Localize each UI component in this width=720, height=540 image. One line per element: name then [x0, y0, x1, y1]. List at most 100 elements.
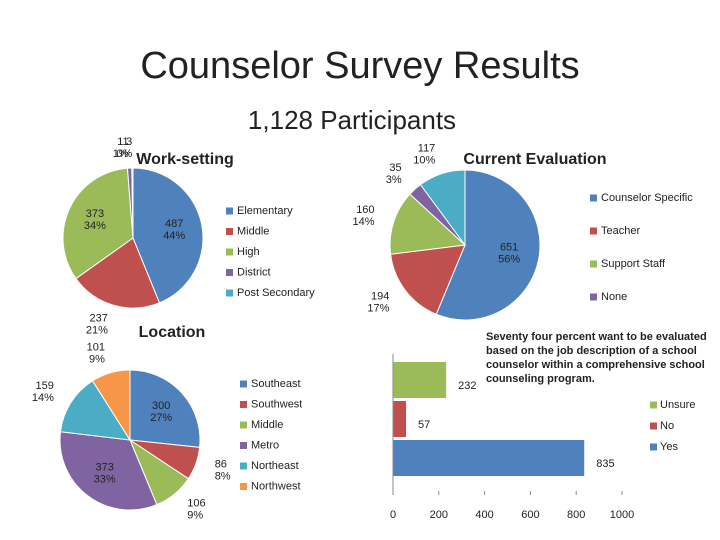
data-label: 232 — [458, 380, 476, 392]
legend-label: Unsure — [660, 399, 695, 411]
data-label-percent: 0% — [116, 148, 132, 160]
legend-label: Post Secondary — [237, 287, 315, 299]
legend-swatch — [650, 443, 657, 451]
data-label: 117 — [418, 143, 436, 155]
legend-swatch — [590, 260, 597, 268]
legend-swatch — [590, 194, 597, 202]
data-label-percent: 1% — [113, 148, 129, 160]
legend-swatch — [240, 462, 247, 470]
pie-slice — [59, 431, 158, 511]
x-tick-label: 1000 — [610, 509, 634, 521]
legend-swatch — [650, 401, 657, 409]
legend-swatch — [650, 422, 657, 430]
legend-swatch — [240, 380, 247, 388]
data-label-percent: 9% — [89, 353, 105, 365]
annotation: Seventy four percent want to be evaluate… — [486, 331, 707, 385]
data-label: 835 — [596, 458, 614, 470]
legend-label: Yes — [660, 441, 678, 453]
legend-label: No — [660, 420, 674, 432]
legend-swatch — [590, 227, 597, 235]
data-label-percent: 14% — [353, 216, 375, 228]
legend-swatch — [226, 269, 233, 276]
pie-slice — [389, 193, 467, 255]
legend-label: Teacher — [601, 225, 640, 237]
data-label-percent: 3% — [386, 174, 402, 186]
chart-title: Current Evaluation — [463, 151, 606, 168]
pie-slice — [132, 167, 204, 304]
pie-slice — [59, 380, 131, 441]
legend-swatch — [226, 248, 233, 256]
data-label-percent: 21% — [86, 324, 108, 336]
legend-swatch — [240, 401, 247, 408]
data-label-percent: 17% — [367, 302, 389, 314]
pie-slice — [390, 244, 466, 315]
legend-swatch — [590, 293, 597, 301]
legend-label: High — [237, 246, 260, 258]
data-label: 106 — [187, 497, 205, 509]
pie-slice — [62, 167, 134, 280]
data-label: 373 — [86, 208, 104, 220]
legend-label: None — [601, 291, 627, 303]
pie-slice — [129, 369, 201, 448]
legend-label: District — [237, 266, 271, 278]
legend-label: Middle — [237, 225, 269, 237]
data-label: 237 — [90, 312, 108, 324]
data-label-percent: 33% — [94, 473, 116, 485]
x-tick-label: 0 — [390, 509, 396, 521]
data-label: 300 — [152, 400, 170, 412]
legend-label: Southeast — [251, 378, 301, 390]
data-label: 373 — [95, 461, 113, 473]
legend-swatch — [240, 421, 247, 429]
x-tick-label: 200 — [430, 509, 448, 521]
chart-title: Work-setting — [136, 151, 233, 168]
chart-title: Location — [139, 324, 206, 341]
data-label: 101 — [87, 341, 105, 353]
legend-label: Elementary — [237, 205, 293, 217]
data-label: 194 — [371, 290, 389, 302]
bar — [393, 362, 447, 398]
data-label: 651 — [500, 242, 518, 254]
legend-swatch — [226, 228, 233, 235]
data-label-percent: 14% — [32, 392, 54, 404]
legend-label: Northeast — [251, 460, 299, 472]
pie-slice — [419, 169, 466, 247]
bar — [393, 440, 585, 476]
legend-label: Metro — [251, 439, 279, 451]
data-label-percent: 27% — [150, 412, 172, 424]
data-label: 159 — [36, 380, 54, 392]
legend-label: Support Staff — [601, 258, 666, 270]
slide-subtitle: 1,128 Participants — [248, 105, 456, 135]
x-tick-label: 400 — [475, 509, 493, 521]
pie-slice — [91, 369, 131, 442]
data-label: 3 — [126, 136, 132, 148]
data-label-percent: 34% — [84, 220, 106, 232]
legend-label: Counselor Specific — [601, 192, 693, 204]
pie-slice — [75, 237, 161, 309]
legend-label: Middle — [251, 419, 283, 431]
x-tick-label: 800 — [567, 509, 585, 521]
pie-slice — [131, 167, 134, 239]
legend-swatch — [226, 207, 233, 215]
data-label-percent: 56% — [498, 254, 520, 266]
data-label-percent: 9% — [187, 509, 203, 521]
slide-title: Counselor Survey Results — [140, 45, 579, 87]
data-label: 57 — [418, 419, 430, 431]
pie-slice — [435, 169, 541, 321]
data-label-percent: 8% — [215, 470, 231, 482]
data-label: 86 — [215, 458, 227, 470]
legend-label: Southwest — [251, 398, 302, 410]
data-label: 487 — [165, 218, 183, 230]
legend-label: Northwest — [251, 480, 301, 492]
data-label: 35 — [389, 162, 401, 174]
data-label-percent: 44% — [163, 230, 185, 242]
bar — [393, 401, 407, 437]
x-tick-label: 600 — [521, 509, 539, 521]
legend-swatch — [240, 483, 247, 490]
data-label: 160 — [356, 204, 374, 216]
legend-swatch — [240, 442, 247, 449]
legend-swatch — [226, 289, 233, 297]
data-label-percent: 10% — [413, 155, 435, 167]
data-label: 11 — [117, 136, 128, 148]
